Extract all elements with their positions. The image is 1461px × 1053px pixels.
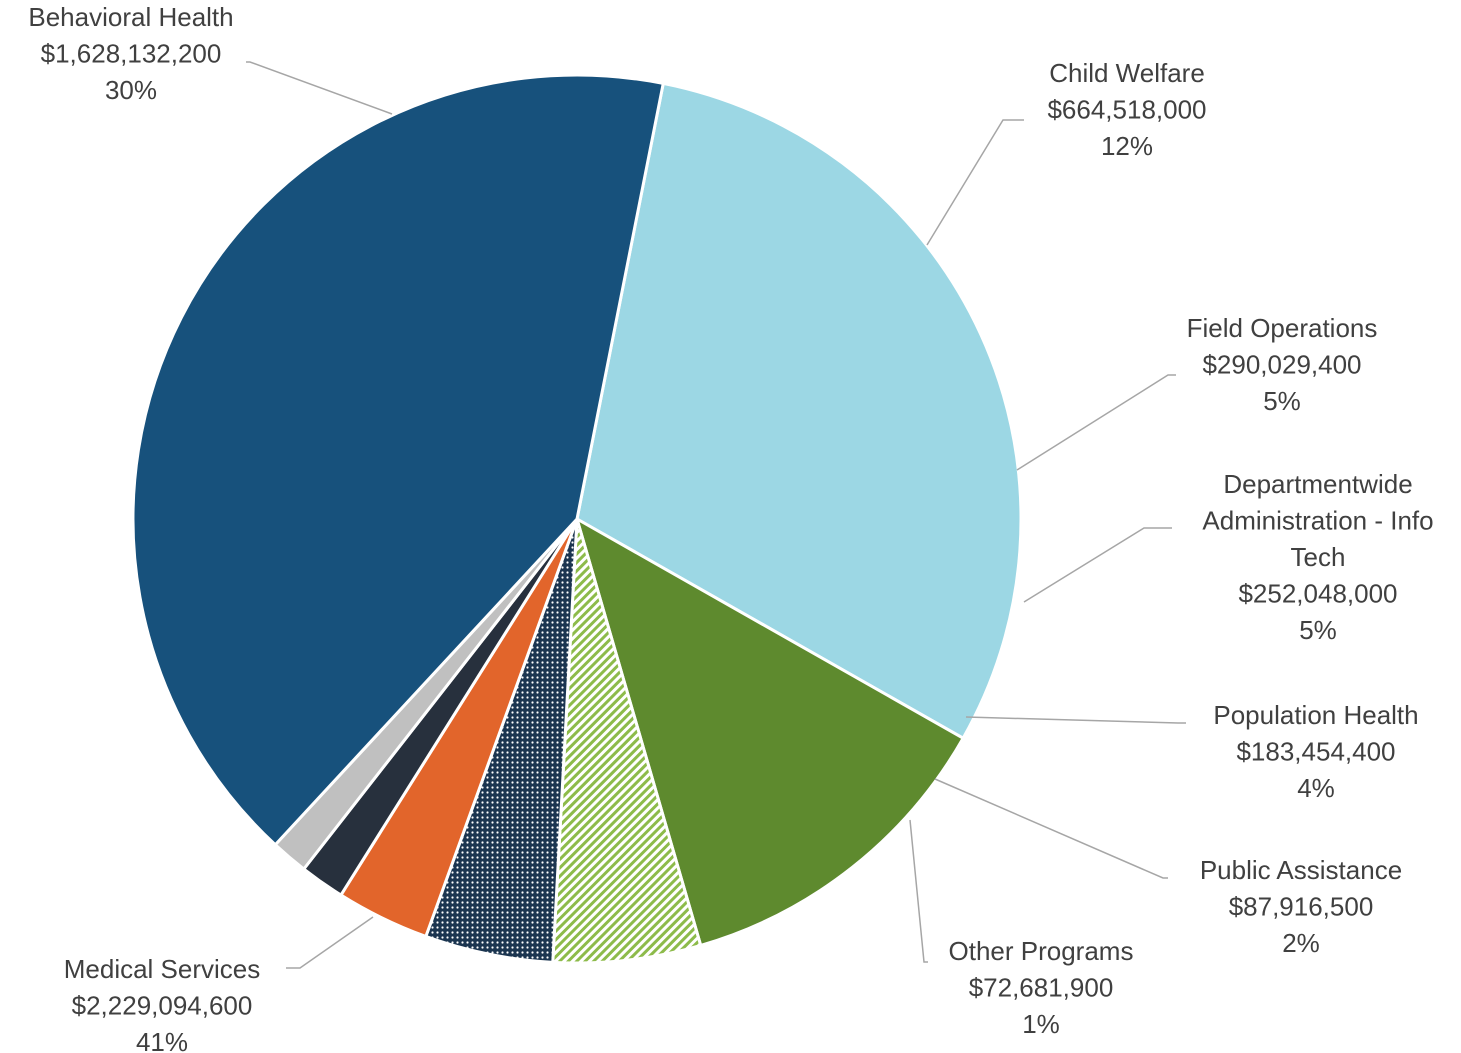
slice-label: Public Assistance $87,916,500 2% <box>1200 855 1402 958</box>
slice-label: Behavioral Health $1,628,132,200 30% <box>28 2 233 105</box>
pie-slice-field-operations <box>551 517 703 965</box>
pie-slice-behavioral-health <box>575 81 1023 740</box>
slice-value-label: $2,229,094,600 <box>72 991 253 1021</box>
leader-line <box>965 716 1186 724</box>
slice-label: Departmentwide Administration - Info Tech $… <box>1202 469 1433 645</box>
slice-value-label: $87,916,500 <box>1229 892 1374 922</box>
slice-value-label: $290,029,400 <box>1202 350 1361 380</box>
slice-percent-label: 4% <box>1297 773 1335 803</box>
leader-lines <box>246 61 1186 969</box>
slice-name-label: Administration - Info <box>1202 506 1433 536</box>
pie-slice-medical-services <box>131 73 665 847</box>
slice-label: Medical Services $2,229,094,600 41% <box>64 954 261 1053</box>
leader-line <box>246 61 393 115</box>
slice-name-label: Child Welfare <box>1049 58 1205 88</box>
leader-line <box>1023 527 1172 603</box>
pie-slices <box>131 73 1023 965</box>
slice-value-label: $252,048,000 <box>1238 579 1397 609</box>
slice-name-label: Field Operations <box>1187 313 1378 343</box>
leader-line <box>286 916 374 969</box>
slice-percent-label: 30% <box>105 75 157 105</box>
slice-labels: Behavioral Health $1,628,132,200 30% Child … <box>28 2 1433 1053</box>
slice-label: Field Operations $290,029,400 5% <box>1187 313 1378 416</box>
slice-percent-label: 1% <box>1022 1009 1060 1039</box>
slice-percent-label: 5% <box>1299 615 1337 645</box>
slice-percent-label: 5% <box>1263 386 1301 416</box>
slice-name-label: Medical Services <box>64 954 261 984</box>
slice-value-label: $664,518,000 <box>1047 95 1206 125</box>
slice-name-label: Other Programs <box>949 936 1134 966</box>
slice-percent-label: 2% <box>1282 928 1320 958</box>
slice-name-label: Departmentwide <box>1223 469 1412 499</box>
slice-value-label: $1,628,132,200 <box>41 39 222 69</box>
slice-name-label: Population Health <box>1213 700 1418 730</box>
slice-percent-label: 41% <box>136 1027 188 1053</box>
leader-line <box>926 119 1024 246</box>
leader-line <box>909 819 928 963</box>
slice-label: Population Health $183,454,400 4% <box>1213 700 1418 803</box>
slice-percent-label: 12% <box>1101 131 1153 161</box>
slice-label: Other Programs $72,681,900 1% <box>949 936 1134 1039</box>
slice-label: Child Welfare $664,518,000 12% <box>1047 58 1206 161</box>
slice-name-label: Public Assistance <box>1200 855 1402 885</box>
slice-value-label: $183,454,400 <box>1236 737 1395 767</box>
leader-line <box>1016 374 1176 471</box>
leader-line <box>934 778 1168 879</box>
slice-name-label: Behavioral Health <box>28 2 233 32</box>
pie-slice-child-welfare <box>575 517 965 947</box>
slice-value-label: $72,681,900 <box>969 973 1114 1003</box>
slice-name-label: Tech <box>1291 542 1346 572</box>
